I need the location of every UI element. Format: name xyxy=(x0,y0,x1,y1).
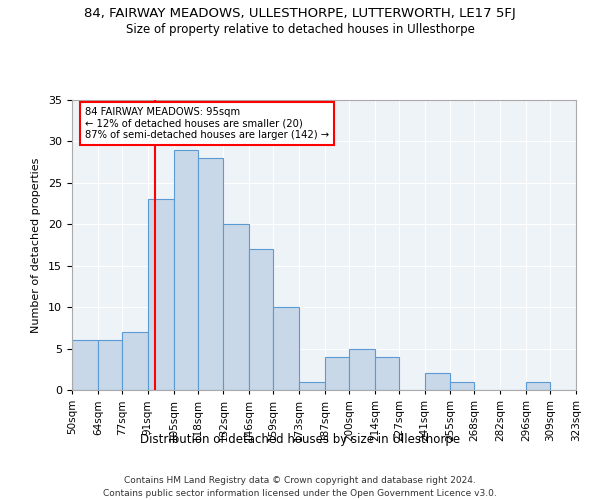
Bar xyxy=(148,200,173,390)
Bar xyxy=(197,158,223,390)
Bar xyxy=(72,340,98,390)
Bar xyxy=(526,382,550,390)
Text: Contains HM Land Registry data © Crown copyright and database right 2024.: Contains HM Land Registry data © Crown c… xyxy=(124,476,476,485)
Bar xyxy=(375,357,399,390)
Text: Size of property relative to detached houses in Ullesthorpe: Size of property relative to detached ho… xyxy=(125,22,475,36)
Bar xyxy=(98,340,122,390)
Bar xyxy=(425,374,451,390)
Text: 84 FAIRWAY MEADOWS: 95sqm
← 12% of detached houses are smaller (20)
87% of semi-: 84 FAIRWAY MEADOWS: 95sqm ← 12% of detac… xyxy=(85,106,329,140)
Bar xyxy=(325,357,349,390)
Bar xyxy=(122,332,148,390)
Bar xyxy=(451,382,475,390)
Bar xyxy=(273,307,299,390)
Bar xyxy=(249,249,273,390)
Text: Contains public sector information licensed under the Open Government Licence v3: Contains public sector information licen… xyxy=(103,489,497,498)
Text: 84, FAIRWAY MEADOWS, ULLESTHORPE, LUTTERWORTH, LE17 5FJ: 84, FAIRWAY MEADOWS, ULLESTHORPE, LUTTER… xyxy=(84,8,516,20)
Y-axis label: Number of detached properties: Number of detached properties xyxy=(31,158,41,332)
Bar xyxy=(299,382,325,390)
Text: Distribution of detached houses by size in Ullesthorpe: Distribution of detached houses by size … xyxy=(140,432,460,446)
Bar xyxy=(223,224,249,390)
Bar xyxy=(173,150,197,390)
Bar xyxy=(349,348,375,390)
